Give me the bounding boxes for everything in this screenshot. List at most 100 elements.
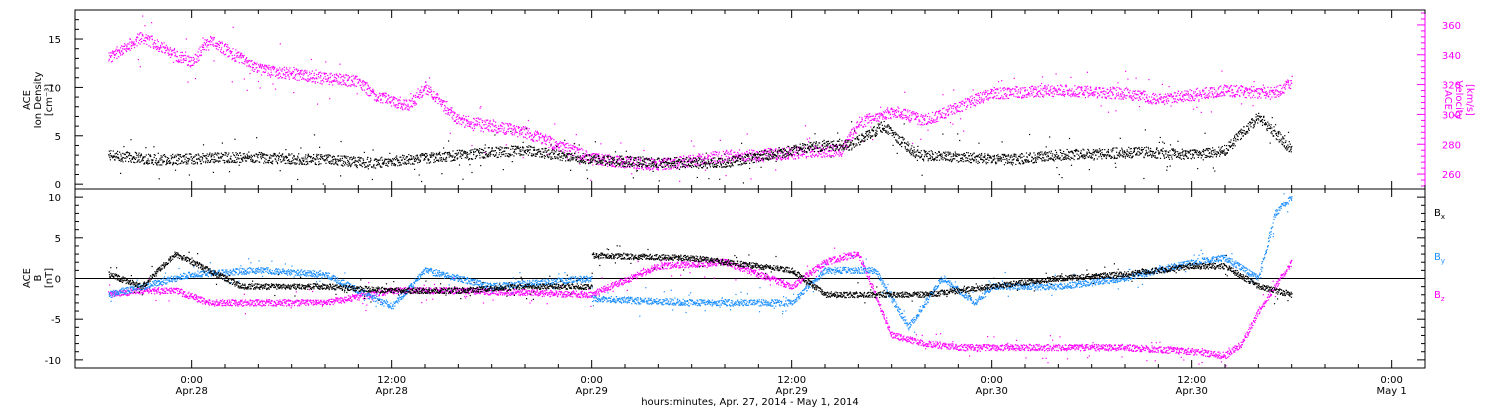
velocity-series-point xyxy=(323,77,325,79)
velocity-series-point xyxy=(1005,88,1007,90)
velocity-series-point xyxy=(320,80,322,82)
velocity-series-point xyxy=(688,155,690,157)
density-series-point xyxy=(125,157,127,159)
density-series-point xyxy=(556,156,558,158)
velocity-series-point xyxy=(361,80,364,82)
density-tick-label: 10 xyxy=(48,83,61,94)
velocity-series-point xyxy=(208,41,210,43)
density-series-point xyxy=(213,153,215,155)
velocity-series-point xyxy=(206,46,208,48)
velocity-series-point xyxy=(196,58,198,60)
velocity-series-point xyxy=(1272,89,1275,91)
velocity-series-point xyxy=(934,121,936,124)
velocity-series-point xyxy=(1247,91,1249,94)
velocity-series-point xyxy=(264,71,267,73)
velocity-series-point xyxy=(312,80,314,83)
velocity-series-point xyxy=(674,162,676,164)
velocity-series-point xyxy=(1245,88,1247,90)
velocity-series-point xyxy=(1120,94,1122,96)
density-series-point xyxy=(491,148,493,150)
velocity-series-point xyxy=(708,154,710,157)
velocity-series-point xyxy=(1068,94,1070,96)
density-series-point xyxy=(265,158,267,161)
density-series-point xyxy=(456,149,458,152)
velocity-series-point xyxy=(607,157,609,159)
density-series-point xyxy=(495,152,498,154)
density-series-point xyxy=(183,161,185,164)
velocity-series-point xyxy=(231,58,233,61)
velocity-series-point xyxy=(573,155,575,157)
density-series-point xyxy=(354,157,356,159)
density-series-point xyxy=(137,161,139,163)
velocity-series-point xyxy=(549,139,551,141)
density-series-point xyxy=(272,160,274,162)
velocity-series-point xyxy=(1159,93,1161,95)
velocity-series-point xyxy=(956,111,958,113)
velocity-series-point xyxy=(872,115,874,117)
density-series-point xyxy=(341,157,343,159)
velocity-series-point xyxy=(220,52,222,54)
velocity-series-point xyxy=(387,99,389,101)
velocity-series-point xyxy=(573,149,575,151)
velocity-series-point xyxy=(428,85,430,87)
density-series-point xyxy=(340,155,342,157)
density-series-point xyxy=(356,167,358,169)
density-series-point xyxy=(172,153,174,155)
velocity-series-point xyxy=(193,58,195,60)
velocity-series-point xyxy=(829,154,831,156)
density-series-point xyxy=(228,171,231,173)
velocity-series-point xyxy=(931,120,934,122)
velocity-series-point xyxy=(987,92,989,95)
density-series-point xyxy=(501,152,503,154)
velocity-series-point xyxy=(1148,102,1150,104)
velocity-series-point xyxy=(121,54,123,56)
velocity-series-point xyxy=(1265,90,1267,93)
velocity-series-point xyxy=(729,153,731,155)
density-series-point xyxy=(169,160,171,162)
velocity-series-point xyxy=(403,103,405,106)
velocity-series-point xyxy=(654,161,656,164)
velocity-series-point xyxy=(171,50,173,52)
velocity-series-point xyxy=(1153,94,1155,96)
velocity-series-point xyxy=(571,147,573,149)
velocity-series-point xyxy=(641,167,643,170)
density-series-point xyxy=(181,160,183,162)
velocity-series-point xyxy=(1155,103,1157,105)
density-series-point xyxy=(545,151,548,153)
velocity-series-point xyxy=(978,94,980,96)
density-series-point xyxy=(544,157,546,159)
density-series-point xyxy=(411,157,413,159)
velocity-series-point xyxy=(155,45,157,47)
velocity-series-point xyxy=(519,130,521,132)
velocity-series-point xyxy=(201,46,204,48)
velocity-series-point xyxy=(256,62,258,64)
velocity-series-point xyxy=(367,85,370,87)
density-series-point xyxy=(291,160,293,162)
velocity-series-point xyxy=(137,37,139,39)
density-series-point xyxy=(492,154,495,156)
velocity-series-point xyxy=(936,110,938,113)
velocity-series-point xyxy=(256,67,258,69)
velocity-series-point xyxy=(460,117,462,119)
velocity-series-point xyxy=(976,103,978,105)
density-series-point xyxy=(124,157,126,159)
velocity-series-point xyxy=(1224,95,1226,97)
velocity-series-point xyxy=(364,84,366,86)
velocity-series-point xyxy=(443,110,445,112)
velocity-series-point xyxy=(524,133,527,135)
density-series-point xyxy=(560,156,562,158)
density-series-point xyxy=(301,157,303,159)
velocity-series-point xyxy=(227,44,229,46)
velocity-series-point xyxy=(323,73,325,75)
velocity-series-point xyxy=(541,136,543,138)
density-series-point xyxy=(175,156,177,158)
velocity-series-point xyxy=(1274,90,1277,92)
density-series-point xyxy=(191,156,193,158)
density-series-point xyxy=(405,157,407,159)
velocity-series-point xyxy=(492,124,494,126)
velocity-series-point xyxy=(1259,93,1261,95)
velocity-series-point xyxy=(939,117,941,119)
velocity-series-point xyxy=(226,49,228,51)
density-series-point xyxy=(361,162,363,164)
density-series-point xyxy=(400,164,402,166)
